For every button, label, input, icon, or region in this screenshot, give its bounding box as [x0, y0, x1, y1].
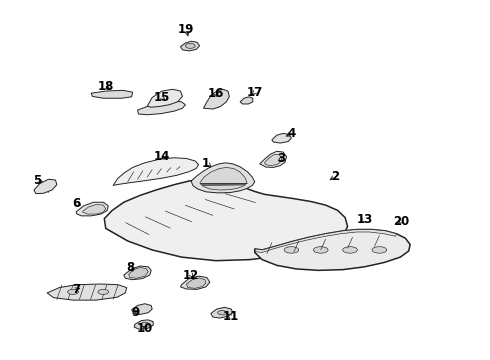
Ellipse shape [372, 247, 387, 253]
Text: 14: 14 [154, 150, 170, 163]
Polygon shape [47, 284, 127, 300]
Polygon shape [138, 101, 185, 115]
Polygon shape [255, 229, 396, 252]
Polygon shape [191, 163, 255, 193]
Text: 6: 6 [73, 197, 80, 210]
Text: 1: 1 [202, 157, 210, 170]
Ellipse shape [218, 311, 226, 315]
Ellipse shape [284, 247, 299, 253]
Text: 18: 18 [98, 80, 114, 93]
Polygon shape [124, 266, 151, 280]
Polygon shape [147, 89, 182, 107]
Ellipse shape [314, 247, 328, 253]
Text: 12: 12 [183, 269, 199, 282]
Polygon shape [265, 154, 282, 166]
Text: 5: 5 [33, 174, 42, 186]
Polygon shape [91, 90, 133, 98]
Text: 16: 16 [207, 87, 224, 100]
Polygon shape [180, 276, 210, 289]
Polygon shape [211, 307, 233, 318]
Polygon shape [134, 320, 153, 329]
Text: 11: 11 [222, 310, 239, 323]
Polygon shape [255, 229, 410, 270]
Polygon shape [203, 89, 229, 109]
Polygon shape [34, 179, 57, 194]
Ellipse shape [98, 289, 109, 294]
Ellipse shape [343, 247, 357, 253]
Polygon shape [76, 202, 108, 216]
Text: 9: 9 [131, 306, 139, 319]
Polygon shape [200, 167, 247, 190]
Polygon shape [272, 134, 292, 143]
Text: 3: 3 [277, 152, 286, 165]
Polygon shape [104, 179, 347, 261]
Text: 2: 2 [331, 170, 340, 183]
Text: 19: 19 [178, 23, 195, 36]
Ellipse shape [185, 43, 195, 48]
Polygon shape [113, 158, 198, 185]
Polygon shape [129, 267, 148, 278]
Text: 4: 4 [287, 127, 295, 140]
Polygon shape [180, 41, 199, 51]
Text: 20: 20 [393, 215, 410, 228]
Text: 13: 13 [357, 213, 373, 226]
Polygon shape [186, 278, 206, 288]
Polygon shape [260, 151, 287, 167]
Polygon shape [240, 97, 253, 104]
Polygon shape [83, 204, 106, 214]
Text: 15: 15 [154, 91, 170, 104]
Polygon shape [132, 304, 152, 315]
Text: 17: 17 [246, 86, 263, 99]
Text: 10: 10 [137, 322, 153, 335]
Ellipse shape [141, 322, 149, 327]
Text: 7: 7 [73, 283, 80, 296]
Text: 8: 8 [126, 261, 134, 274]
Ellipse shape [68, 289, 78, 294]
